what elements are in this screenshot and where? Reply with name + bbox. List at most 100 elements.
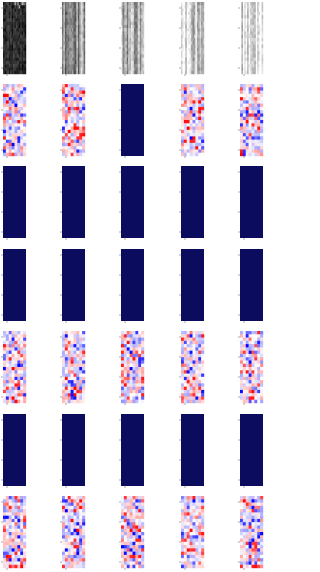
pixel — [246, 545, 249, 548]
pixel — [16, 45, 18, 48]
pixel — [194, 64, 196, 67]
pixel — [20, 499, 23, 502]
pixel — [198, 136, 201, 139]
pixel — [127, 364, 130, 367]
pixel — [241, 35, 243, 38]
pixel — [133, 499, 136, 502]
pixel — [82, 552, 85, 555]
pixel — [201, 351, 204, 354]
pixel — [78, 12, 80, 15]
pixel — [20, 535, 23, 538]
pixel — [249, 87, 252, 90]
pixel — [3, 390, 6, 393]
pixel — [195, 2, 197, 5]
pixel — [182, 2, 184, 5]
pixel — [4, 51, 6, 54]
pixel — [82, 5, 84, 8]
pixel — [74, 357, 77, 360]
pixel — [181, 558, 184, 561]
pixel — [187, 506, 190, 509]
pixel — [79, 31, 81, 34]
pixel — [187, 22, 189, 25]
pixel — [82, 341, 85, 344]
pixel — [184, 396, 187, 399]
pixel — [252, 71, 254, 74]
pixel — [23, 555, 26, 558]
pixel — [71, 565, 74, 568]
pixel — [181, 532, 184, 535]
panel-fill — [121, 84, 144, 156]
pixel — [193, 542, 196, 545]
pixel — [143, 35, 145, 38]
pixel — [25, 48, 27, 51]
pixel — [187, 338, 190, 341]
pixel — [76, 522, 79, 525]
pixel — [127, 5, 129, 8]
pixel — [20, 25, 22, 28]
pixel — [252, 91, 255, 94]
pixel — [82, 71, 84, 74]
pixel — [22, 22, 24, 25]
pixel — [193, 383, 196, 386]
pixel — [250, 31, 252, 34]
pixel — [3, 94, 6, 97]
pixel — [124, 334, 127, 337]
pixel — [243, 113, 246, 116]
pixel — [243, 104, 246, 107]
pixel — [74, 9, 76, 12]
pixel — [125, 25, 127, 28]
pixel — [3, 357, 6, 360]
pixel — [247, 9, 249, 12]
pixel — [195, 496, 198, 499]
pixel — [17, 364, 20, 367]
pixel — [121, 48, 123, 51]
pixel — [141, 45, 143, 48]
pixel — [198, 41, 200, 44]
pixel — [6, 48, 8, 51]
pixel — [140, 48, 142, 51]
pixel — [15, 338, 18, 341]
pixel — [184, 22, 186, 25]
pixel — [201, 100, 204, 103]
pixel — [9, 67, 11, 70]
pixel — [62, 35, 64, 38]
pixel — [198, 380, 201, 383]
pixel — [20, 555, 23, 558]
pixel — [3, 400, 6, 403]
pixel — [135, 509, 138, 512]
pixel — [127, 9, 129, 12]
pixel — [23, 143, 26, 146]
pixel — [259, 18, 261, 21]
pixel — [17, 360, 20, 363]
pixel — [79, 113, 82, 116]
pixel — [17, 558, 20, 561]
pixel — [184, 516, 187, 519]
pixel — [184, 387, 187, 390]
pixel — [143, 64, 145, 67]
pixel — [15, 529, 18, 532]
pixel — [260, 140, 263, 143]
pixel — [181, 146, 184, 149]
pixel — [241, 61, 243, 64]
pixel — [17, 552, 20, 555]
pixel — [66, 71, 68, 74]
pixel — [198, 25, 200, 28]
pixel — [20, 67, 22, 70]
pixel — [23, 38, 25, 41]
pixel — [185, 38, 187, 41]
pixel — [140, 41, 142, 44]
pixel — [254, 496, 257, 499]
pixel — [135, 380, 138, 383]
pixel — [84, 25, 86, 28]
pixel — [25, 41, 27, 44]
pixel — [82, 383, 85, 386]
pixel — [249, 525, 252, 528]
pixel — [121, 9, 123, 12]
pixel — [193, 331, 196, 334]
pixel — [124, 519, 127, 522]
pixel — [65, 542, 68, 545]
pixel — [182, 71, 184, 74]
pixel — [15, 127, 18, 130]
pixel — [256, 12, 258, 15]
pixel — [75, 58, 77, 61]
